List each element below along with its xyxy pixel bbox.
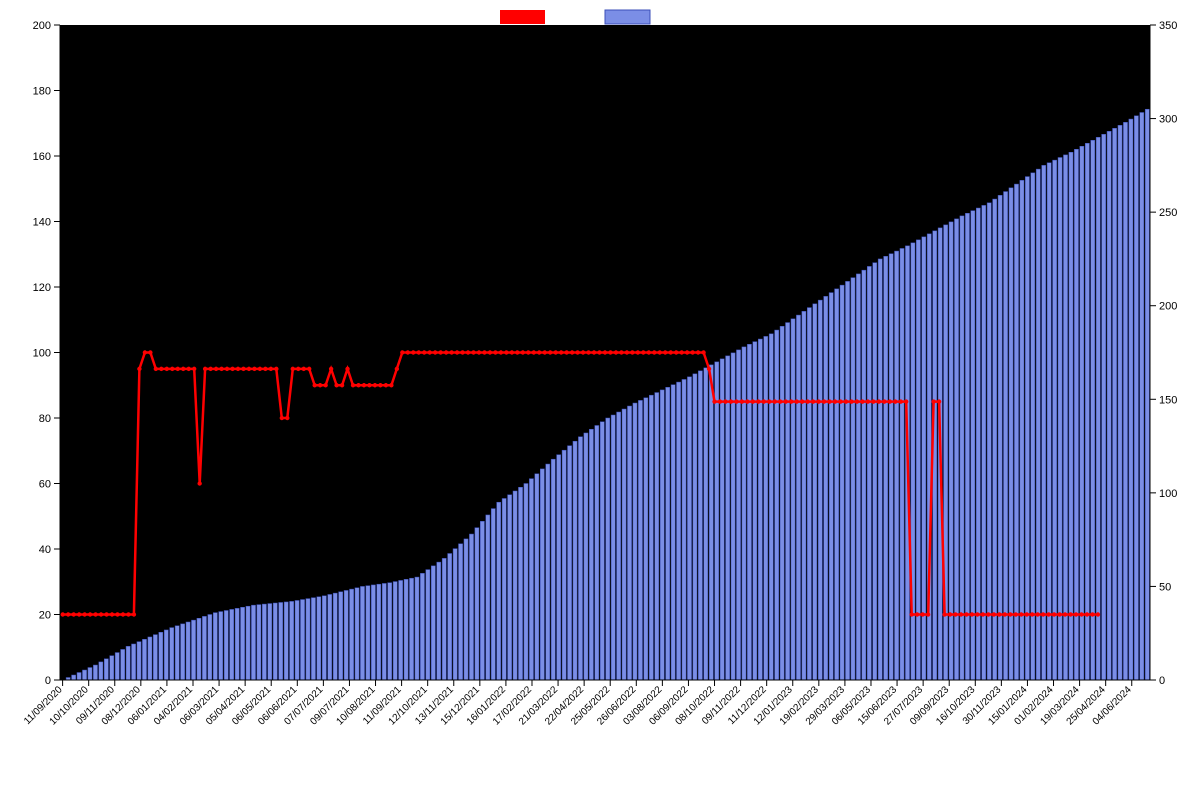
y-left-tick-label: 160 [33,151,51,163]
y-left-tick-label: 80 [39,413,51,425]
y-right-tick-label: 0 [1159,675,1165,687]
y-right-tick-label: 150 [1159,394,1177,406]
y-right-tick-label: 350 [1159,20,1177,32]
y-left-tick-label: 20 [39,610,51,622]
y-left-tick-label: 100 [33,348,51,360]
y-right-tick-label: 50 [1159,581,1171,593]
y-left-tick-label: 40 [39,544,51,556]
y-left-tick-label: 140 [33,217,51,229]
chart-container: 0 20 40 60 80 100 120 140 160 180 200 0 50 100 150 200 2… [0,0,1200,800]
y-right-tick-label: 100 [1159,488,1177,500]
y-right-tick-label: 300 [1159,114,1177,126]
legend-swatch-line [500,10,545,24]
y-left-tick-label: 120 [33,282,51,294]
y-left-tick-label: 200 [33,20,51,32]
y-left-tick-label: 0 [45,675,51,687]
legend-swatch-bar [605,10,650,24]
y-left-tick-label: 180 [33,86,51,98]
y-right-tick-label: 200 [1159,301,1177,313]
y-left-tick-label: 60 [39,479,51,491]
y-right-tick-label: 250 [1159,207,1177,219]
